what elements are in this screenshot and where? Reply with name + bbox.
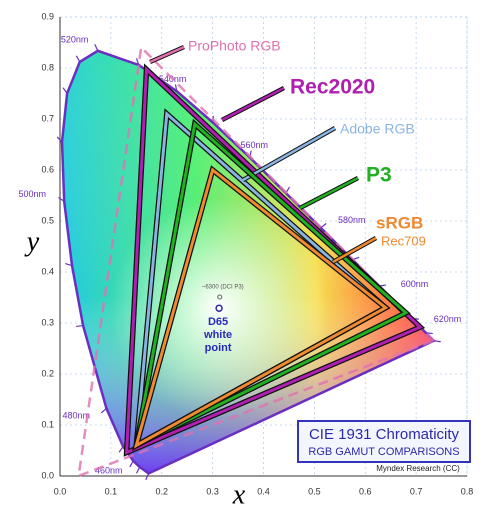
leader-line	[299, 176, 359, 210]
locus-tick	[129, 460, 134, 468]
gamut-triangle	[77, 44, 437, 478]
x-tick-label: 0.7	[410, 486, 423, 496]
gamut-triangle	[124, 66, 423, 455]
x-tick-label: 0.5	[308, 486, 321, 496]
legend-label: sRGB	[376, 213, 423, 232]
locus-tick	[76, 324, 84, 328]
y-tick-label: 0.6	[41, 164, 54, 174]
wavelength-label: 500nm	[19, 189, 47, 199]
x-tick-label: 0.0	[54, 486, 67, 496]
locus-tick	[118, 446, 124, 453]
plot: 460nm480nm500nm520nm540nm560nm580nm600nm…	[19, 34, 462, 481]
locus-tick	[320, 223, 327, 229]
gamut-fill	[62, 50, 434, 474]
y-tick-label: 0.0	[41, 470, 54, 480]
y-tick-label: 0.5	[41, 215, 54, 225]
locus-tick	[94, 44, 99, 52]
chart-title: CIE 1931 Chromaticity	[309, 426, 460, 443]
white-point-label: D65	[208, 316, 228, 328]
locus-tick	[75, 55, 81, 63]
legend-label: Rec2020	[290, 76, 375, 99]
locus-tick	[65, 262, 73, 267]
leader-line	[221, 86, 285, 122]
x-tick-label: 0.1	[105, 486, 118, 496]
locus-tick	[62, 87, 68, 94]
y-axis-label: y	[24, 226, 40, 257]
white-point	[215, 304, 223, 312]
wavelength-label: 520nm	[61, 34, 89, 44]
legend-label: ProPhoto RGB	[188, 38, 281, 54]
wavelength-label: 620nm	[434, 314, 462, 324]
gamut-triangle	[134, 121, 409, 449]
x-tick-label: 0.3	[206, 486, 219, 496]
y-tick-label: 0.3	[41, 317, 54, 327]
locus-tick	[433, 340, 441, 343]
locus-tick	[425, 332, 433, 335]
locus-tick	[136, 466, 141, 474]
y-tick-label: 0.8	[41, 62, 54, 72]
locus-tick	[100, 407, 107, 414]
locus-tick	[56, 136, 63, 143]
wavelength-label: 460nm	[95, 466, 123, 476]
locus-tick	[145, 473, 150, 481]
dci-label: ~6300 (DCI P3)	[202, 285, 244, 291]
title-box	[297, 420, 471, 463]
gamut-triangle	[133, 167, 389, 449]
y-tick-label: 0.9	[41, 11, 54, 21]
x-tick-label: 0.6	[359, 486, 372, 496]
wavelength-label: 560nm	[240, 140, 268, 150]
legend-label: Adobe RGB	[340, 121, 415, 137]
y-tick-label: 0.4	[41, 266, 54, 276]
y-tick-label: 0.2	[41, 368, 54, 378]
legend-label: P3	[366, 164, 392, 187]
locus-tick	[135, 58, 140, 66]
wavelength-label: 580nm	[338, 215, 366, 225]
wavelength-label: 600nm	[401, 279, 429, 289]
leader-line	[149, 45, 185, 64]
dci-point	[217, 294, 223, 300]
x-tick-label: 0.4	[257, 486, 270, 496]
leader-line	[332, 236, 377, 264]
white-point-label: white	[203, 329, 232, 341]
plot-frame	[59, 16, 468, 477]
wavelength-label: 480nm	[62, 411, 90, 421]
leader-line	[242, 126, 336, 182]
white-point-label: point	[205, 342, 232, 354]
x-tick-label: 0.2	[155, 486, 168, 496]
x-axis-label: x	[232, 479, 246, 510]
legend-alias: Rec709	[381, 233, 426, 248]
chart-subtitle: RGB GAMUT COMPARISONS	[308, 446, 459, 458]
credit: Myndex Research (CC)	[376, 464, 460, 473]
x-tick-label: 0.8	[461, 486, 474, 496]
locus-tick	[174, 84, 178, 92]
y-tick-label: 0.7	[41, 113, 54, 123]
locus-tick	[58, 196, 65, 202]
y-tick-label: 0.1	[41, 419, 54, 429]
